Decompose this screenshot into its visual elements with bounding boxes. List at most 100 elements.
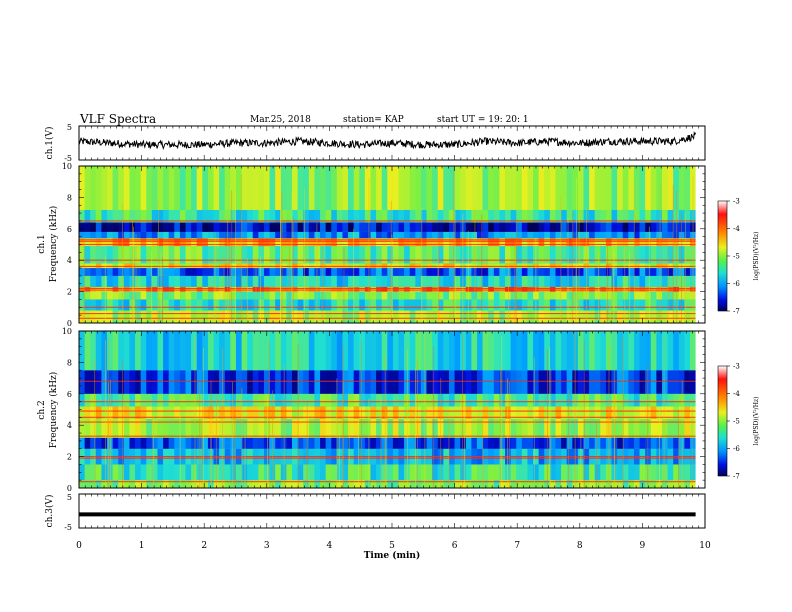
spectrogram-cell	[600, 393, 607, 407]
spectrogram-cell	[84, 437, 91, 449]
spectrogram-cell	[415, 209, 422, 223]
spectrogram-cell	[617, 418, 624, 438]
spectrogram-cell	[628, 275, 635, 287]
spectrogram-cell	[308, 222, 315, 232]
spectrogram-cell	[566, 464, 573, 481]
spectrogram-cell	[420, 209, 427, 223]
spectrogram-cell	[561, 275, 567, 287]
spectrogram-cell	[471, 291, 478, 300]
spectrogram-cell	[622, 406, 629, 419]
spectrogram-cell	[482, 437, 489, 449]
spectrogram-cell	[415, 231, 422, 239]
spectrogram-cell	[420, 418, 427, 438]
spectrogram-cell	[555, 406, 562, 419]
spectrogram-cell	[185, 231, 192, 239]
spectrogram-cell	[336, 418, 343, 438]
frequency-tick-label: 10	[62, 162, 72, 171]
spectrogram-cell	[667, 222, 674, 232]
spectrogram-cell	[409, 222, 416, 232]
spectrogram-cell	[656, 299, 663, 311]
spectrogram-cell	[320, 275, 326, 287]
spectrogram-cell	[611, 286, 618, 292]
spectrogram-cell	[364, 246, 371, 264]
spectrogram-cell	[297, 209, 304, 223]
spectrogram-cell	[107, 291, 113, 300]
frequency-tick-label: 8	[67, 358, 72, 367]
spectrogram-cell	[415, 268, 422, 276]
spectrogram-cell	[392, 437, 399, 449]
spectrogram-cell	[561, 231, 567, 239]
spectrogram-cell	[342, 310, 349, 323]
spectrogram-cell	[482, 166, 489, 210]
spectrogram-cell	[448, 406, 455, 419]
spectrogram-cell	[661, 222, 668, 232]
spectrogram-cell	[241, 393, 248, 407]
spectrogram-cell	[673, 393, 680, 407]
spectrogram-cell	[308, 464, 315, 481]
spectrogram-cell	[678, 464, 685, 481]
spectrogram-cell	[538, 209, 545, 223]
spectrogram-cell	[432, 480, 439, 488]
spectrogram-cell	[258, 263, 265, 269]
spectrogram-cell	[488, 268, 495, 276]
spectrogram-cell	[471, 238, 478, 247]
spectrogram-cell	[224, 406, 231, 419]
time-tick-label: 1	[139, 541, 145, 551]
spectrogram-cell	[521, 393, 528, 407]
spectrogram-cell	[605, 166, 612, 210]
spectrogram-cell	[493, 331, 500, 371]
spectrogram-cell	[320, 437, 326, 449]
spectrogram-cell	[482, 268, 489, 276]
spectrogram-cell	[118, 238, 125, 247]
spectrogram-cell	[572, 268, 579, 276]
spectrogram-cell	[179, 246, 186, 264]
spectrogram-cell	[179, 480, 186, 488]
spectrogram-cell	[79, 231, 85, 239]
spectrogram-cell	[432, 246, 439, 264]
spectrogram-cell	[415, 393, 422, 407]
spectrogram-cell	[359, 238, 366, 247]
spectrogram-cell	[527, 231, 534, 239]
spectrogram-cell	[252, 246, 259, 264]
spectrogram-cell	[415, 418, 422, 438]
spectrogram-cell	[191, 209, 198, 223]
spectrogram-cell	[84, 231, 91, 239]
spectrogram-cell	[168, 331, 175, 371]
ch1-ytick-top: 5	[67, 123, 72, 132]
spectrogram-cell	[493, 291, 500, 300]
spectrogram-cell	[549, 286, 556, 292]
spectrogram-cell	[661, 291, 668, 300]
spectrogram-cell	[505, 310, 511, 323]
time-tick-label: 3	[264, 541, 270, 551]
spectrogram-cell	[258, 464, 265, 481]
spectrogram-cell	[404, 299, 411, 311]
spectrogram-cell	[79, 370, 85, 394]
spectrogram-cell	[241, 370, 248, 394]
spectrogram-cell	[684, 286, 691, 292]
spectrogram-cell	[219, 310, 226, 323]
spectrogram-cell	[146, 406, 153, 419]
spectrogram-cell	[348, 246, 354, 264]
spectrogram-cell	[538, 291, 545, 300]
spectrogram-cell	[510, 222, 517, 232]
spectrogram-cell	[129, 464, 136, 481]
spectrogram-cell	[471, 393, 478, 407]
spectrogram-cell	[465, 286, 472, 292]
spectrogram-cell	[370, 209, 377, 223]
spectrogram-cell	[611, 238, 618, 247]
colorbar-tick-label: -7	[733, 473, 740, 481]
spectrogram-cell	[443, 222, 450, 232]
spectrogram-cell	[359, 246, 366, 264]
spectrogram-cell	[633, 263, 640, 269]
spectrogram-cell	[527, 209, 534, 223]
spectrogram-cell	[381, 246, 388, 264]
spectrogram-cell	[622, 246, 629, 264]
spectrogram-cell	[448, 370, 455, 394]
spectrogram-cell	[589, 480, 596, 488]
spectrogram-cell	[448, 275, 455, 287]
spectrogram-cell	[359, 209, 366, 223]
spectrogram-cell	[572, 291, 579, 300]
spectrogram-cell	[437, 310, 444, 323]
spectrogram-cell	[432, 437, 439, 449]
spectrogram-cell	[426, 406, 433, 419]
